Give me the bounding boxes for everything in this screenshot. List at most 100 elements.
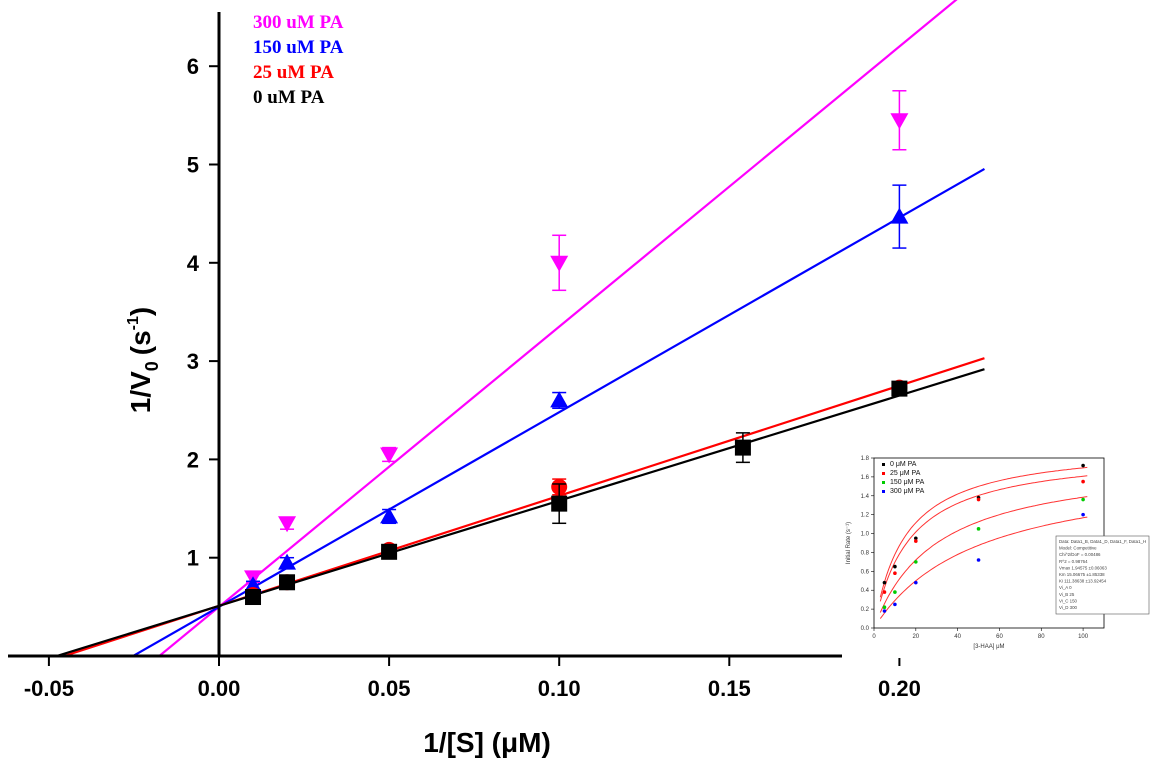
inset-legend-entry: 300 μM PA — [890, 488, 925, 495]
fit-line-series-1 — [130, 167, 985, 656]
inset-x-tick-label: 60 — [996, 634, 1003, 640]
inset-data-point — [1081, 512, 1085, 517]
inset-annotation-line: Chi^2/DoF = 0.00486 — [1059, 552, 1101, 557]
inset-data-point — [882, 609, 887, 613]
legend-entry: 25 uM PA — [253, 62, 334, 83]
inset-legend-marker — [882, 472, 885, 475]
inset-fit-curve-0 — [879, 466, 1088, 598]
series-points-0 — [244, 90, 909, 587]
inset-legend-entry: 150 μM PA — [890, 479, 925, 486]
inset-x-tick-label: 20 — [912, 634, 919, 640]
y-axis-title-main: 1/V — [125, 371, 156, 413]
y-tick-label: 6 — [187, 54, 199, 79]
inset-y-tick-label: 0.6 — [861, 569, 870, 575]
inset-x-tick-label: 80 — [1038, 634, 1045, 640]
inset-annotation-line: Model: Competitive — [1059, 546, 1097, 551]
inset-y-tick-label: 1.4 — [861, 494, 870, 500]
data-point — [550, 391, 569, 408]
inset-y-tick-label: 1.0 — [861, 532, 870, 538]
data-point — [734, 439, 751, 456]
inset-legend-marker — [882, 463, 885, 466]
inset-data-point — [1081, 463, 1085, 468]
inset-data-point — [1081, 497, 1085, 502]
inset-data-point — [882, 590, 887, 594]
data-point — [380, 507, 399, 524]
inset-annotation-box — [1055, 535, 1150, 615]
data-point — [891, 380, 908, 397]
legend-entry: 0 uM PA — [253, 87, 325, 108]
fit-lines — [53, 0, 985, 656]
inset-data-point — [976, 497, 981, 502]
y-tick-label: 5 — [187, 153, 199, 178]
y-tick-label: 3 — [187, 349, 199, 374]
inset-legend-entry: 25 μM PA — [890, 470, 921, 477]
data-point — [278, 516, 297, 533]
inset-data-point — [914, 580, 918, 585]
data-point — [244, 576, 263, 593]
x-tick-label: 0.10 — [538, 676, 581, 701]
inset-x-tick-label: 100 — [1078, 634, 1089, 640]
inset-annotation-line: Vi_D 300 — [1059, 605, 1078, 610]
inset-y-tick-label: 1.2 — [861, 513, 870, 519]
x-tick-label: 0.05 — [368, 676, 411, 701]
inset-annotation-line: Vi_C 150 — [1059, 598, 1078, 603]
data-point — [890, 113, 909, 130]
inset-annotation-line: Vi_B 25 — [1059, 592, 1075, 597]
inset-fit-curve-1 — [879, 475, 1088, 602]
y-axis-title-unit: (s — [125, 330, 156, 355]
fit-line-series-3 — [53, 368, 985, 656]
inset-data-point — [893, 590, 897, 594]
inset-michaelis-menten-plot: 0 20 40 60 80 100 0.0 0.2 0.4 0.6 0.8 1.0 1.2 1.4 1.6 1… — [842, 450, 1151, 658]
inset-x-tick-label: 0 — [872, 634, 876, 640]
inset-data-point — [893, 602, 897, 607]
inset-data-point — [914, 539, 918, 543]
data-point — [279, 574, 296, 591]
legend: 300 uM PA 150 uM PA 25 uM PA 0 uM PA — [253, 12, 344, 108]
y-tick-label: 1 — [187, 546, 199, 571]
inset-data-point — [914, 536, 918, 541]
inset-y-axis-title: Initial Rate (s⁻¹) — [846, 522, 852, 564]
inset-y-tick-label: 0.8 — [861, 550, 870, 556]
series-points-1 — [244, 184, 909, 593]
data-point — [245, 589, 262, 606]
inset-chart-svg: 0 20 40 60 80 100 0.0 0.2 0.4 0.6 0.8 1.0 1.2 1.4 1.6 1… — [846, 456, 1150, 650]
inset-annotation-line: Ki 111.38638 ±13.92454 — [1059, 579, 1107, 584]
x-tick-label: 0.00 — [198, 676, 241, 701]
data-point — [550, 255, 569, 272]
inset-y-tick-label: 0.4 — [861, 588, 870, 594]
inset-data-point — [976, 527, 981, 531]
inset-y-tick-label: 0.2 — [861, 607, 870, 613]
y-axis-title: 1/V0 (s-1) — [125, 307, 162, 414]
y-axis-title-close: ) — [125, 307, 156, 316]
legend-entry: 300 uM PA — [253, 12, 344, 33]
y-axis-title-sub: 0 — [142, 361, 162, 371]
inset-y-tick-label: 1.8 — [861, 456, 870, 462]
inset-y-tick-label: 0.0 — [861, 626, 870, 632]
inset-annotation-line: Vi_A 0 — [1059, 585, 1072, 590]
inset-annotation-line: R^2 = 0.98764 — [1059, 559, 1088, 564]
inset-y-tick-label: 1.6 — [861, 475, 870, 481]
inset-x-axis-title: [3-HAA] μM — [973, 644, 1004, 650]
inset-legend-entry: 0 μM PA — [890, 461, 917, 468]
y-tick-label: 2 — [187, 447, 199, 472]
y-tick-label: 4 — [187, 251, 200, 276]
x-tick-label: 0.20 — [878, 676, 921, 701]
x-tick-label: 0.15 — [708, 676, 751, 701]
series-points-3 — [245, 380, 908, 606]
inset-annotation-line: Data: Data1_B, Data1_D, Data1_F, Data1_H — [1059, 539, 1146, 544]
data-point — [380, 447, 399, 464]
data-point — [381, 543, 398, 560]
inset-data-point — [893, 571, 897, 576]
x-axis-title: 1/[S] (μM) — [423, 727, 551, 758]
inset-annotation-line: Vmax 1.94575 ±0.06063 — [1059, 565, 1107, 570]
x-tick-label: -0.05 — [24, 676, 74, 701]
inset-data-point — [882, 605, 887, 610]
data-point — [278, 553, 297, 570]
legend-entry: 150 uM PA — [253, 37, 344, 58]
fit-line-series-0 — [157, 0, 958, 656]
data-point — [551, 495, 568, 512]
inset-data-point — [882, 580, 887, 585]
y-axis-title-sup: -1 — [125, 316, 142, 330]
inset-data-point — [1081, 479, 1085, 484]
